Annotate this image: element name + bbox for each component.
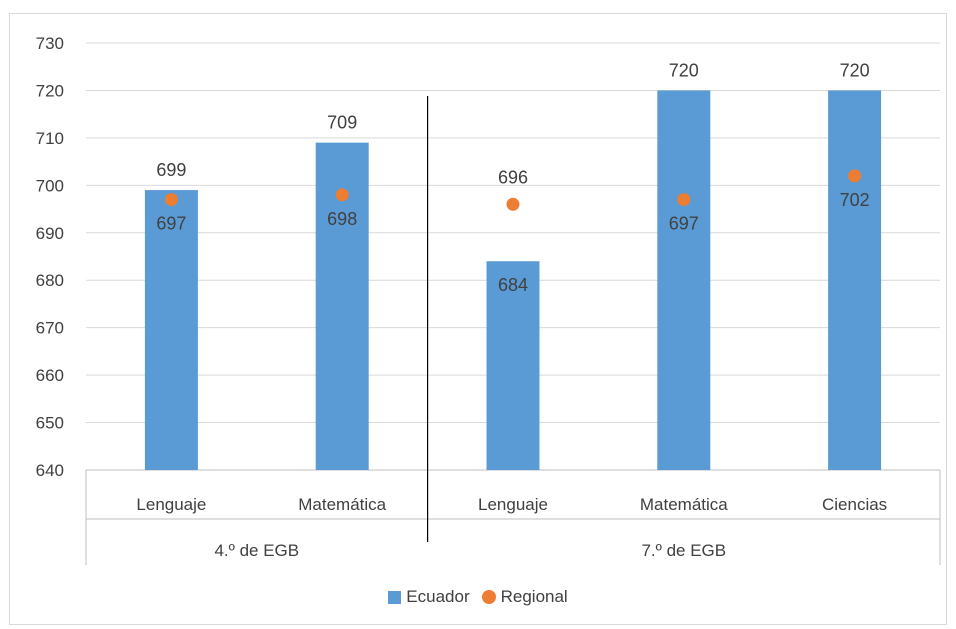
- x-category-label: Ciencias: [822, 495, 887, 514]
- x-category-label: Lenguaje: [136, 495, 206, 514]
- marker-series-regional: [164, 169, 862, 211]
- legend-label-ecuador: Ecuador: [406, 587, 470, 606]
- legend: Ecuador Regional: [0, 587, 956, 607]
- y-tick-label: 660: [36, 366, 64, 385]
- y-tick-label: 720: [36, 81, 64, 100]
- y-tick-label: 650: [36, 414, 64, 433]
- data-label-ecuador: 684: [498, 275, 528, 295]
- gridlines: [86, 42, 940, 471]
- legend-swatch-regional: [481, 590, 496, 604]
- x-group-label: 4.º de EGB: [214, 541, 299, 560]
- x-category-label: Matemática: [640, 495, 728, 514]
- bar: [486, 261, 540, 470]
- y-tick-label: 700: [36, 176, 64, 195]
- y-axis: 640 650 660 670 680 690 700 710 720 730: [36, 34, 64, 480]
- x-group-label: 7.º de EGB: [641, 541, 726, 560]
- y-tick-label: 670: [36, 319, 64, 338]
- y-tick-label: 640: [36, 461, 64, 480]
- y-tick-label: 730: [36, 34, 64, 53]
- legend-item-regional: Regional: [481, 587, 568, 607]
- y-tick-label: 710: [36, 129, 64, 148]
- marker-point: [506, 197, 520, 211]
- legend-swatch-ecuador: [388, 590, 402, 604]
- marker-point: [848, 169, 862, 183]
- bar-series-ecuador: [144, 90, 882, 471]
- data-label-regional: 702: [840, 190, 870, 210]
- bar: [144, 190, 198, 471]
- data-label-ecuador: 720: [840, 60, 870, 80]
- x-category-label: Matemática: [298, 495, 386, 514]
- x-category-label: Lenguaje: [478, 495, 548, 514]
- bar: [657, 90, 711, 470]
- bar: [828, 90, 882, 470]
- data-label-regional: 697: [669, 214, 699, 234]
- data-label-regional: 697: [156, 214, 186, 234]
- marker-point: [677, 193, 691, 207]
- x-axis: Lenguaje Matemática Lenguaje Matemática Cien…: [85, 96, 941, 565]
- legend-label-regional: Regional: [500, 587, 568, 606]
- data-label-regional: 696: [498, 167, 528, 187]
- data-label-ecuador: 720: [669, 60, 699, 80]
- data-labels: 699 697 709 698 684 696 720 697 720 702: [156, 60, 869, 295]
- y-tick-label: 690: [36, 224, 64, 243]
- marker-point: [335, 188, 349, 202]
- data-label-ecuador: 699: [156, 160, 186, 180]
- data-label-regional: 698: [327, 209, 357, 229]
- data-label-ecuador: 709: [327, 113, 357, 133]
- legend-item-ecuador: Ecuador: [388, 587, 470, 607]
- y-tick-label: 680: [36, 271, 64, 290]
- marker-point: [164, 193, 178, 207]
